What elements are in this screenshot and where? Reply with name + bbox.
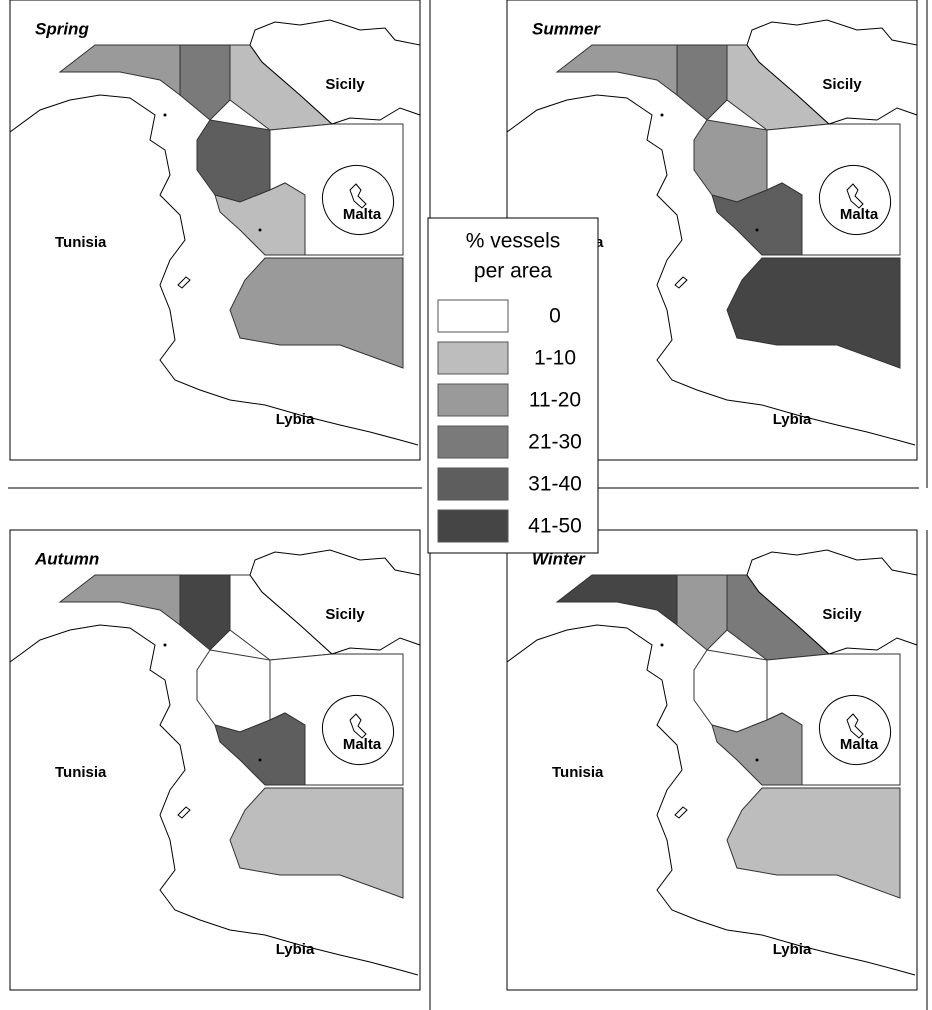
legend-label: 41-50 <box>528 515 582 538</box>
legend-label: 21-30 <box>528 431 582 454</box>
legend-swatch <box>437 509 509 543</box>
island <box>660 643 664 647</box>
malta-island <box>349 713 367 739</box>
map-panel: Winter Sicily Malta Tunisia Lybia <box>506 529 928 1010</box>
island <box>755 758 759 762</box>
fishing-zone <box>555 44 678 96</box>
island <box>258 758 262 762</box>
legend-label: 31-40 <box>528 473 582 496</box>
malta-island <box>846 183 864 209</box>
island <box>755 228 759 232</box>
malta-island <box>846 713 864 739</box>
fishing-zone <box>711 712 803 786</box>
legend-title: per area <box>474 260 553 283</box>
panel-frame <box>506 529 918 991</box>
panel-title: Spring <box>35 19 89 38</box>
fishing-zone <box>229 257 404 369</box>
panel-title: Winter <box>532 549 586 568</box>
fishing-zone <box>196 649 271 733</box>
sicily-coast <box>746 549 918 655</box>
place-label: Malta <box>343 736 382 753</box>
place-label: Sicily <box>325 76 365 93</box>
place-label: Lybia <box>773 941 812 958</box>
tunisia-coast <box>506 624 916 976</box>
fishing-zone <box>693 649 768 733</box>
panel-frame <box>9 529 421 991</box>
fishing-zone <box>676 44 728 121</box>
fishing-zone <box>58 574 181 626</box>
fishing-zone <box>693 119 768 203</box>
legend-label: 0 <box>549 305 561 328</box>
fishing-zone <box>711 182 803 256</box>
tunisia-coast <box>9 94 419 446</box>
fishing-zone <box>555 574 678 626</box>
fishing-zone <box>214 712 306 786</box>
panel-title: Summer <box>532 19 601 38</box>
island <box>674 276 688 289</box>
tunisia-coast <box>9 624 419 976</box>
legend-label: 1-10 <box>534 347 576 370</box>
legend-title: % vessels <box>466 230 561 253</box>
malta-zone <box>818 694 892 766</box>
fishing-zone <box>229 787 404 899</box>
sicily-coast <box>746 19 918 125</box>
place-label: Sicily <box>822 76 862 93</box>
malta-island <box>349 183 367 209</box>
fishing-zone <box>676 574 728 651</box>
map-panel: Spring Sicily Malta Tunisia Lybia <box>8 0 431 489</box>
malta-zone <box>818 164 892 236</box>
legend-swatch <box>437 383 509 417</box>
legend-swatch <box>437 467 509 501</box>
place-label: Sicily <box>822 606 862 623</box>
fishing-zone <box>726 787 901 899</box>
sicily-coast <box>249 549 421 655</box>
place-label: Malta <box>840 736 879 753</box>
fishing-zone <box>214 182 306 256</box>
legend-label: 11-20 <box>529 389 581 412</box>
place-label: Malta <box>343 206 382 223</box>
sicily-coast <box>249 19 421 125</box>
place-label: Lybia <box>276 941 315 958</box>
place-label: Lybia <box>276 411 315 428</box>
legend: % vessels per area 0 1-10 11-20 21-30 31-40 41-… <box>427 217 599 554</box>
map-panel: Autumn Sicily Malta Tunisia Lybia <box>9 529 431 1010</box>
legend-swatch <box>437 425 509 459</box>
island <box>674 806 688 819</box>
tunisia-coast <box>506 94 916 446</box>
malta-zone <box>321 694 395 766</box>
place-label: Sicily <box>325 606 365 623</box>
panel-frame <box>9 0 421 461</box>
legend-swatch <box>437 299 509 333</box>
fishing-zone <box>179 574 231 651</box>
place-label: Malta <box>840 206 879 223</box>
place-label: Tunisia <box>55 764 107 781</box>
place-label: Lybia <box>773 411 812 428</box>
island <box>163 113 167 117</box>
fishing-zone <box>726 257 901 369</box>
place-label: Tunisia <box>55 234 107 251</box>
island <box>177 806 191 819</box>
fishing-zone <box>196 119 271 203</box>
place-label: Tunisia <box>552 764 604 781</box>
legend-swatch <box>437 341 509 375</box>
island <box>258 228 262 232</box>
island <box>660 113 664 117</box>
map-panel: SummerSicilyMaltaTunisiaLybia <box>505 0 928 489</box>
malta-zone <box>321 164 395 236</box>
island <box>163 643 167 647</box>
panel-title: Autumn <box>34 549 99 568</box>
island <box>177 276 191 289</box>
fishing-zone <box>58 44 181 96</box>
fishing-zone <box>179 44 231 121</box>
